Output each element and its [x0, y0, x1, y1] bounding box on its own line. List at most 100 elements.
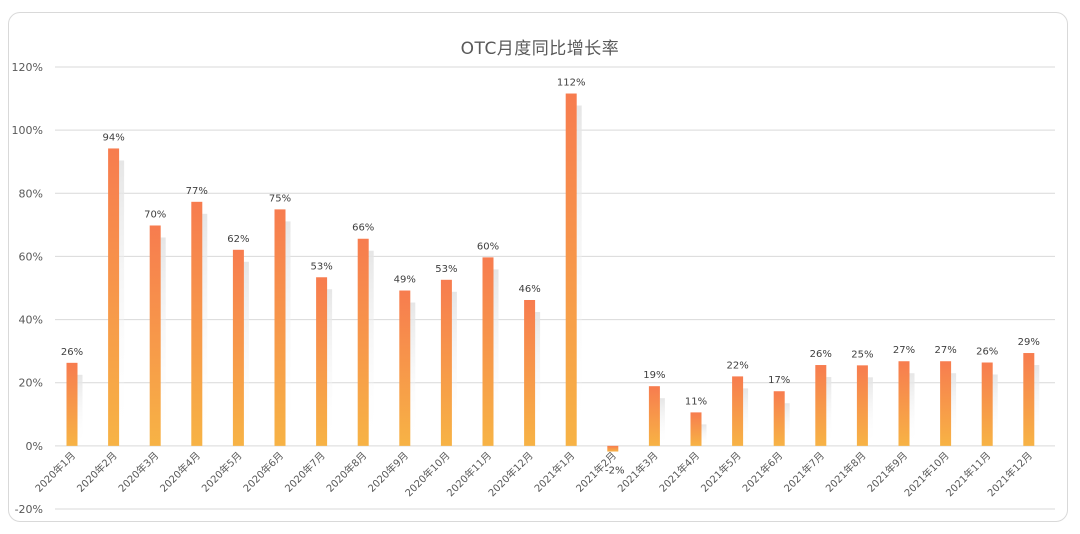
bar: [357, 238, 369, 446]
bar-shadow: [243, 261, 249, 446]
bar: [856, 365, 868, 446]
y-tick-label: 0%: [26, 440, 43, 453]
data-label: 66%: [352, 223, 374, 234]
data-label: 29%: [1018, 337, 1040, 348]
data-label: 70%: [144, 209, 166, 220]
bar-shadow: [659, 398, 665, 446]
data-label: 53%: [310, 261, 332, 272]
data-label: 26%: [810, 349, 832, 360]
x-tick-label: 2021年5月: [698, 449, 744, 495]
x-tick-label: 2021年6月: [739, 449, 785, 495]
y-tick-label: 40%: [19, 314, 43, 327]
data-label: 22%: [726, 360, 748, 371]
data-label: 11%: [685, 396, 707, 407]
bar-shadow: [951, 373, 957, 446]
data-label: 75%: [269, 193, 291, 204]
data-label: 53%: [435, 264, 457, 275]
bar-shadow: [160, 237, 166, 446]
data-label: 94%: [102, 132, 124, 143]
bar: [898, 361, 910, 446]
x-tick-label: 2020年2月: [74, 449, 120, 495]
data-label: 17%: [768, 375, 790, 386]
bar: [399, 290, 411, 446]
bars: [66, 93, 1040, 452]
gridlines: [55, 66, 1055, 510]
x-tick-label: 2021年7月: [781, 449, 827, 495]
bar-shadow: [368, 250, 374, 446]
bar: [773, 391, 785, 446]
bar: [607, 445, 619, 452]
data-label: 26%: [61, 347, 83, 358]
data-label: 77%: [186, 186, 208, 197]
bar: [565, 93, 577, 446]
x-tick-label: 2020年7月: [282, 449, 328, 495]
y-tick-label: 60%: [19, 250, 43, 263]
y-tick-label: 120%: [12, 61, 43, 74]
x-tick-label: 2020年4月: [157, 449, 203, 495]
data-label: 46%: [518, 284, 540, 295]
bar-shadow: [451, 291, 457, 446]
bar-shadow: [826, 377, 832, 446]
bar: [232, 249, 244, 446]
bar: [440, 279, 452, 446]
bar-shadow: [285, 221, 291, 446]
bar-shadow: [909, 373, 915, 446]
bar-shadow: [77, 374, 83, 446]
bar: [482, 257, 494, 446]
bar: [108, 148, 120, 446]
x-tick-label: 2020年12月: [485, 449, 535, 499]
bar: [940, 361, 952, 446]
bar: [815, 365, 827, 446]
x-tick-label: 2021年9月: [864, 449, 910, 495]
x-tick-label: 2021年12月: [985, 449, 1035, 499]
bar: [981, 362, 993, 446]
x-tick-label: 2020年3月: [115, 449, 161, 495]
data-label: 25%: [851, 349, 873, 360]
x-tick-label: 2020年1月: [32, 449, 78, 495]
y-tick-label: 100%: [12, 124, 43, 137]
data-labels: 26% 94% 70% 77% 62% 75% 53% 66% 49% 53% 60% 46% 112%…: [61, 78, 1040, 477]
bar-shadow: [202, 213, 208, 446]
x-tick-label: 2021年4月: [656, 449, 702, 495]
y-tick-label: 80%: [19, 187, 43, 200]
y-tick-label: -20%: [15, 503, 43, 516]
bar: [1023, 353, 1035, 446]
bar-shadow: [576, 105, 582, 446]
data-label: 26%: [976, 347, 998, 358]
data-label: 60%: [477, 241, 499, 252]
bar-shadow: [867, 377, 873, 446]
data-label: 27%: [893, 345, 915, 356]
bar-shadow: [119, 160, 125, 446]
bar: [316, 277, 328, 446]
bar: [149, 225, 161, 446]
data-label: -2%: [605, 466, 624, 477]
chart-title: OTC月度同比增长率: [460, 39, 620, 59]
bar-shadow: [327, 289, 333, 446]
x-tick-label: 2020年8月: [323, 449, 369, 495]
x-tick-label: 2020年5月: [199, 449, 245, 495]
bar-shadow: [743, 388, 749, 446]
bar: [274, 209, 286, 446]
bar: [524, 299, 536, 446]
data-label: 49%: [394, 275, 416, 286]
y-tick-label: 20%: [19, 377, 43, 390]
bar-shadow: [1034, 365, 1040, 446]
bar-shadow: [992, 374, 998, 446]
data-label: 27%: [934, 345, 956, 356]
x-tick-label: 2021年1月: [531, 449, 577, 495]
bar: [732, 376, 744, 446]
x-tick-label: 2021年8月: [823, 449, 869, 495]
bar: [648, 386, 660, 446]
data-label: 62%: [227, 234, 249, 245]
bar-shadow: [784, 403, 790, 446]
x-tick-label: 2020年9月: [365, 449, 411, 495]
data-label: 19%: [643, 370, 665, 381]
bar: [66, 362, 78, 446]
bar-shadow: [701, 424, 707, 446]
data-label: 112%: [557, 78, 586, 89]
y-axis: -20% 0% 20% 40% 60% 80% 100% 120%: [12, 61, 43, 516]
bar: [191, 201, 203, 446]
bar-shadow: [410, 302, 416, 446]
